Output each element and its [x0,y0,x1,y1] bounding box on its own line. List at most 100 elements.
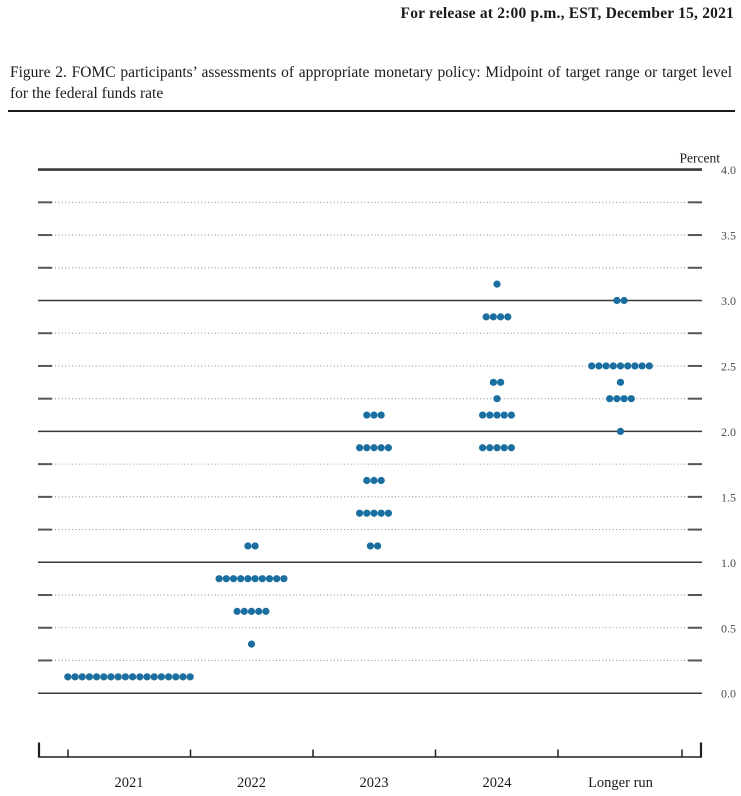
y-tick-label: 3.5 [721,229,736,243]
dot [624,362,632,370]
figure-title: Figure 2. FOMC participants’ assessments… [10,64,732,102]
y-tick-label: 1.5 [721,490,736,504]
dot [616,378,625,386]
x-axis-label: 2022 [237,775,266,791]
dot [273,575,281,583]
dot [500,444,508,452]
dot [482,313,490,321]
dot [114,673,122,681]
dot [262,607,270,615]
dot [356,509,364,517]
dot [613,395,621,403]
dot [121,673,129,681]
dot [479,444,487,452]
dot [78,673,86,681]
y-tick-label: 3.0 [721,294,736,308]
y-tick-label: 0.0 [721,687,736,701]
dot [247,640,256,648]
dot [486,411,494,419]
dot [363,509,371,517]
dot [493,444,501,452]
y-tick-label: 0.5 [721,621,736,635]
dot [504,313,512,321]
dot [370,411,378,419]
dot [493,280,501,288]
dot [627,395,635,403]
dot [377,476,385,485]
dot [93,673,101,681]
dot [493,395,501,403]
dot [136,673,144,681]
dot [172,673,180,681]
dot [489,313,497,321]
dot [186,673,194,681]
dot [244,542,252,550]
dot [507,411,515,419]
y-axis-title: Percent [680,151,721,166]
dot [129,673,137,681]
x-axis-label: 2023 [360,775,389,791]
x-axis-label: Longer run [588,775,654,791]
dot [374,542,382,550]
dot [370,476,378,485]
dot [157,673,165,681]
dot [497,378,505,386]
dot [107,673,115,681]
dot [85,673,93,681]
dot [606,395,614,403]
dot [645,362,653,370]
dot [384,444,392,452]
dot [143,673,151,681]
dot [255,607,263,615]
dot [616,362,625,370]
dot [363,444,371,452]
dot [377,411,385,419]
dot [377,444,385,452]
dot [265,575,274,583]
dot [616,427,625,435]
dot [588,362,596,370]
x-axis-label: 2021 [115,775,144,791]
dot [150,673,158,681]
dot [620,296,628,305]
release-header: For release at 2:00 p.m., EST, December … [400,5,734,22]
dot [620,395,628,403]
dot [100,673,108,681]
dot [237,575,245,583]
dot [609,362,617,370]
dot [366,542,374,550]
dot [631,362,639,370]
dot [233,607,241,615]
x-axis-label: 2024 [483,775,513,791]
dot [479,411,487,419]
dot [377,509,385,517]
dot [165,673,173,681]
dot [71,673,79,681]
dot [489,378,497,386]
dot [247,607,256,615]
dot [602,362,610,370]
dot [244,575,252,583]
dot [258,575,266,583]
dot [179,673,187,681]
dot [240,607,248,615]
dot [222,575,230,583]
dot [251,575,259,583]
dot [363,476,371,485]
dot [356,444,364,452]
y-tick-label: 4.0 [721,163,736,177]
dot [251,542,259,550]
dot [384,509,392,517]
dot [370,444,378,452]
dot [613,296,621,305]
dot [363,411,371,419]
dot [215,575,223,583]
dot [497,313,505,321]
y-tick-label: 2.0 [721,425,736,439]
dot [370,509,378,517]
y-tick-label: 2.5 [721,359,736,373]
dot [507,444,515,452]
dot [229,575,238,583]
dot [595,362,603,370]
